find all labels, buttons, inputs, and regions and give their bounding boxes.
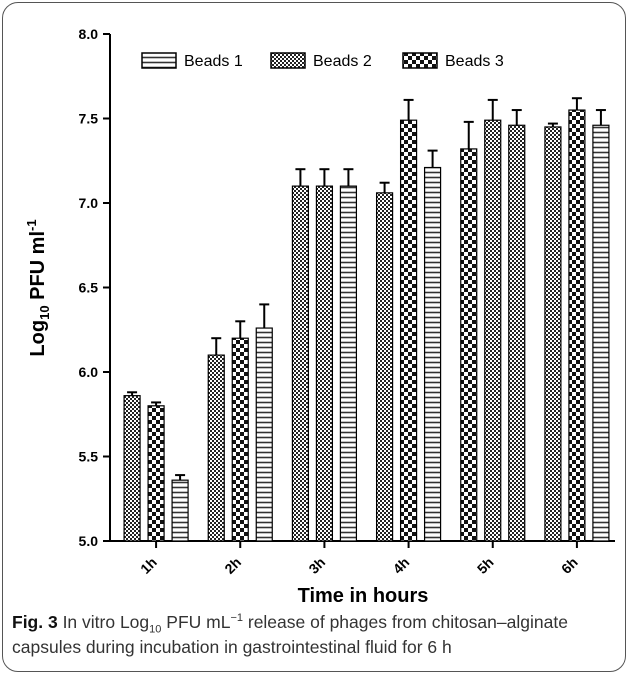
y-tick-label: 6.0	[79, 364, 99, 380]
bar-beads-2-2h	[231, 337, 249, 542]
bar-beads-3-2h	[255, 327, 273, 542]
bar-beads-3-4h	[423, 166, 442, 542]
x-tick-label: 3h	[305, 554, 328, 577]
caption-sup: −1	[230, 612, 243, 625]
legend-label: Beads 3	[445, 53, 504, 70]
bar-beads-2-4h	[399, 119, 418, 542]
bar-beads-2-5h	[484, 119, 502, 542]
bar-beads-3-5h	[508, 124, 526, 542]
bar-beads-1-6h	[544, 126, 562, 542]
y-tick-label: 7.5	[79, 111, 99, 127]
caption-text-1: In vitro Log	[57, 612, 150, 632]
bar-beads-1-4h	[375, 192, 394, 542]
bar-beads-1-1h	[123, 395, 141, 542]
legend-label: Beads 2	[313, 53, 372, 70]
bar-chart: 5.0 5.5 6.0 6.5 7.0 7.5 8.0 1h 2h 3h 4h 5h 6h Beads …	[24, 26, 615, 607]
y-tick-label: 6.5	[79, 280, 99, 296]
legend-swatch	[141, 52, 177, 69]
bar-beads-1-3h	[291, 185, 310, 542]
bar-beads-3-6h	[592, 124, 610, 542]
bar-beads-1-5h	[460, 148, 478, 542]
caption-text-2: PFU mL	[161, 612, 231, 632]
caption-fig-label: Fig. 3	[12, 612, 58, 632]
bar-beads-2-1h	[147, 405, 165, 542]
x-axis-title: Time in hours	[298, 585, 429, 607]
x-tick-label: 5h	[474, 554, 497, 577]
bar-beads-2-3h	[315, 185, 334, 542]
bar-beads-3-3h	[339, 185, 358, 542]
bar-beads-2-6h	[568, 109, 586, 542]
y-axis-title: Log10 PFU ml-1	[24, 219, 52, 356]
legend-label: Beads 1	[184, 53, 243, 70]
y-tick-label: 7.0	[79, 195, 99, 211]
caption-text-3: release of phages from chitosan–alginate…	[12, 612, 568, 657]
x-tick-label: 2h	[221, 554, 244, 577]
x-tick-label: 4h	[390, 554, 413, 577]
caption-sub: 10	[149, 623, 162, 636]
figure-caption: Fig. 3 In vitro Log10 PFU mL−1 release o…	[12, 610, 618, 660]
bar-beads-1-2h	[207, 354, 225, 542]
x-tick-label: 1h	[137, 554, 160, 577]
legend-swatch	[402, 52, 438, 69]
y-tick-label: 5.0	[79, 533, 99, 549]
y-tick-label: 8.0	[79, 26, 99, 42]
y-tick-label: 5.5	[79, 449, 99, 465]
bar-beads-3-1h	[171, 479, 189, 542]
legend-swatch	[270, 52, 306, 69]
x-tick-label: 6h	[558, 554, 581, 577]
